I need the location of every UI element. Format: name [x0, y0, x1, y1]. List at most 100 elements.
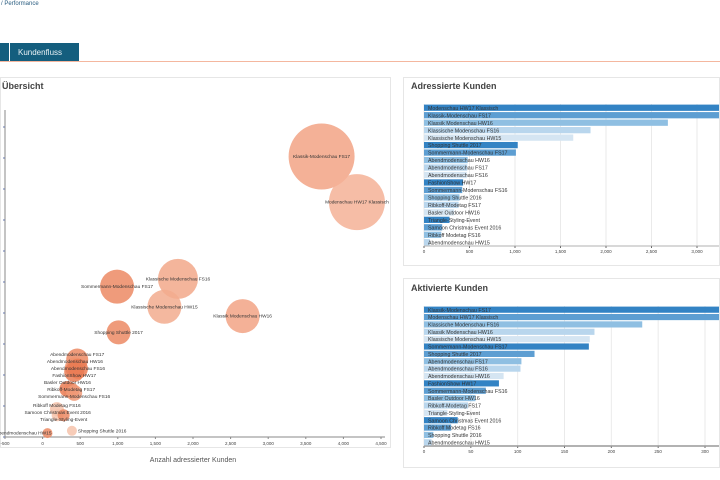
- bubble: [106, 320, 131, 345]
- x-tick-label: 2,500: [225, 441, 237, 446]
- bar-label: Klassik-Modenschau FS17: [428, 113, 491, 119]
- activated-title: Aktivierte Kunden: [411, 283, 489, 293]
- bar: [424, 127, 591, 134]
- bar-label: Basler Outdoor HW16: [428, 211, 480, 217]
- bubble: [147, 289, 182, 324]
- bar-label: Abendmodenschau HW16: [428, 158, 490, 164]
- bar-label: Samoon Christmas Event 2016: [428, 225, 501, 231]
- bar: [424, 343, 589, 350]
- bar: [424, 179, 464, 186]
- bar: [424, 336, 590, 343]
- x-tick-label: 3,000: [263, 441, 275, 446]
- bubble-label: FashionShow HW17: [52, 373, 96, 379]
- x-axis-title: Anzahl adressierter Kunden: [150, 457, 236, 464]
- bar: [424, 409, 448, 416]
- bar-label: Basler Outdoor HW16: [428, 396, 480, 402]
- bar-label: Sommermann-Modenschau FS17: [428, 151, 508, 157]
- bar: [424, 431, 434, 439]
- bubble-label: Ribkoff Modetag FS16: [33, 403, 81, 409]
- bar-label: Sommermann-Modenschau FS16: [428, 188, 508, 194]
- bar: [424, 141, 518, 149]
- bar-label: Abendmodenschau FS16: [428, 173, 488, 179]
- bar: [424, 209, 455, 216]
- bar-label: Klassik-Modenschau FS17: [428, 308, 491, 314]
- tab-previous[interactable]: [0, 43, 9, 62]
- bubble-label: Modenschau HW17 Klassisch: [325, 200, 389, 206]
- bubble: [66, 425, 77, 436]
- bar: [424, 149, 516, 156]
- bubble: [42, 428, 53, 439]
- x-tick-label: 300: [701, 449, 709, 454]
- bubble-label: Basler Outdoor HW16: [44, 380, 91, 386]
- breadcrumb[interactable]: / Performance: [1, 1, 39, 7]
- bar-label: Ribkoff Modetag FS16: [428, 426, 481, 432]
- bar-label: Modenschau HW17 Klassisch: [428, 315, 498, 321]
- bar: [424, 417, 458, 424]
- bar-label: Triangle-Styling-Event: [428, 218, 480, 224]
- x-tick-label: 3,000: [691, 249, 703, 254]
- bubble-label: Shopping Shuttle 2016: [78, 428, 127, 434]
- bar: [424, 224, 443, 231]
- bubble: [66, 384, 83, 401]
- bar: [424, 194, 460, 201]
- bar: [424, 231, 442, 238]
- bar-label: Shopping Shuttle 2016: [428, 433, 482, 439]
- bar: [424, 201, 459, 209]
- bar: [424, 439, 432, 446]
- bar-label: Klassische Modenschau FS16: [428, 128, 499, 134]
- bar-label: Modenschau HW17 Klassisch: [428, 106, 498, 112]
- bubble-label: Sommermann-Modenschau FS17: [81, 284, 153, 290]
- bar: [424, 313, 719, 321]
- bubble: [157, 258, 198, 299]
- bar: [424, 372, 504, 380]
- x-tick-label: 3,500: [300, 441, 312, 446]
- bar: [424, 402, 469, 409]
- bar-label: Klassik Modenschau HW16: [428, 330, 493, 336]
- x-tick-label: 500: [466, 249, 474, 254]
- bar: [424, 395, 476, 402]
- x-tick-label: 250: [654, 449, 662, 454]
- bar: [424, 321, 643, 328]
- bar-label: Ribkoff Modetag FS16: [428, 233, 481, 239]
- bar-label: Abendmodenschau FS17: [428, 166, 488, 172]
- bar-label: Ribkoff-Modetag FS17: [428, 203, 481, 209]
- bar: [424, 350, 535, 357]
- bubble-label: Klassische Modenschau FS16: [146, 276, 211, 282]
- bubble-label: Abendmodenschau HW15: [0, 431, 52, 437]
- bar-label: Klassische Modenschau HW15: [428, 337, 501, 343]
- bubble-label: Shopping Shuttle 2017: [94, 330, 143, 336]
- bar-label: Klassische Modenschau FS16: [428, 323, 499, 329]
- bar: [424, 380, 499, 387]
- bubble-label: Ribkoff-Modetag FS17: [47, 387, 95, 393]
- x-tick-label: 1,500: [150, 441, 162, 446]
- bar-label: Abendmodenschau HW16: [428, 374, 490, 380]
- bar-label: FashionShow HW17: [428, 181, 476, 187]
- tab-underline: [0, 61, 720, 62]
- bar-label: Abendmodenschau FS16: [428, 367, 488, 373]
- bar-label: Sommermann-Modenschau FS17: [428, 345, 508, 351]
- bubble-label: Sommermann-Modenschau FS16: [38, 394, 110, 400]
- bar-label: Klassische Modenschau HW15: [428, 136, 501, 142]
- bar: [424, 358, 522, 365]
- bubble: [225, 299, 260, 334]
- tab-kundenfluss[interactable]: Kundenfluss: [10, 43, 79, 62]
- addressed-title: Adressierte Kunden: [411, 81, 497, 91]
- bubble: [57, 409, 70, 422]
- x-tick-label: 200: [608, 449, 616, 454]
- bar: [424, 365, 521, 372]
- bar-label: Abendmodenschau FS17: [428, 359, 488, 365]
- bar: [424, 112, 719, 119]
- bubble-label: Abendmodenschau FS17: [50, 352, 104, 358]
- bar: [424, 306, 719, 313]
- bar: [424, 119, 668, 126]
- x-tick-label: 2,000: [600, 249, 612, 254]
- bubble-label: Abendmodenschau HW16: [47, 359, 103, 365]
- bubble: [328, 174, 385, 231]
- bar: [424, 104, 719, 111]
- bar: [424, 171, 467, 179]
- bar: [424, 156, 468, 164]
- x-tick-label: 50: [468, 449, 474, 454]
- bubble-label: Klassische Modenschau HW15: [131, 304, 198, 310]
- bar-label: FashionShow HW17: [428, 381, 476, 387]
